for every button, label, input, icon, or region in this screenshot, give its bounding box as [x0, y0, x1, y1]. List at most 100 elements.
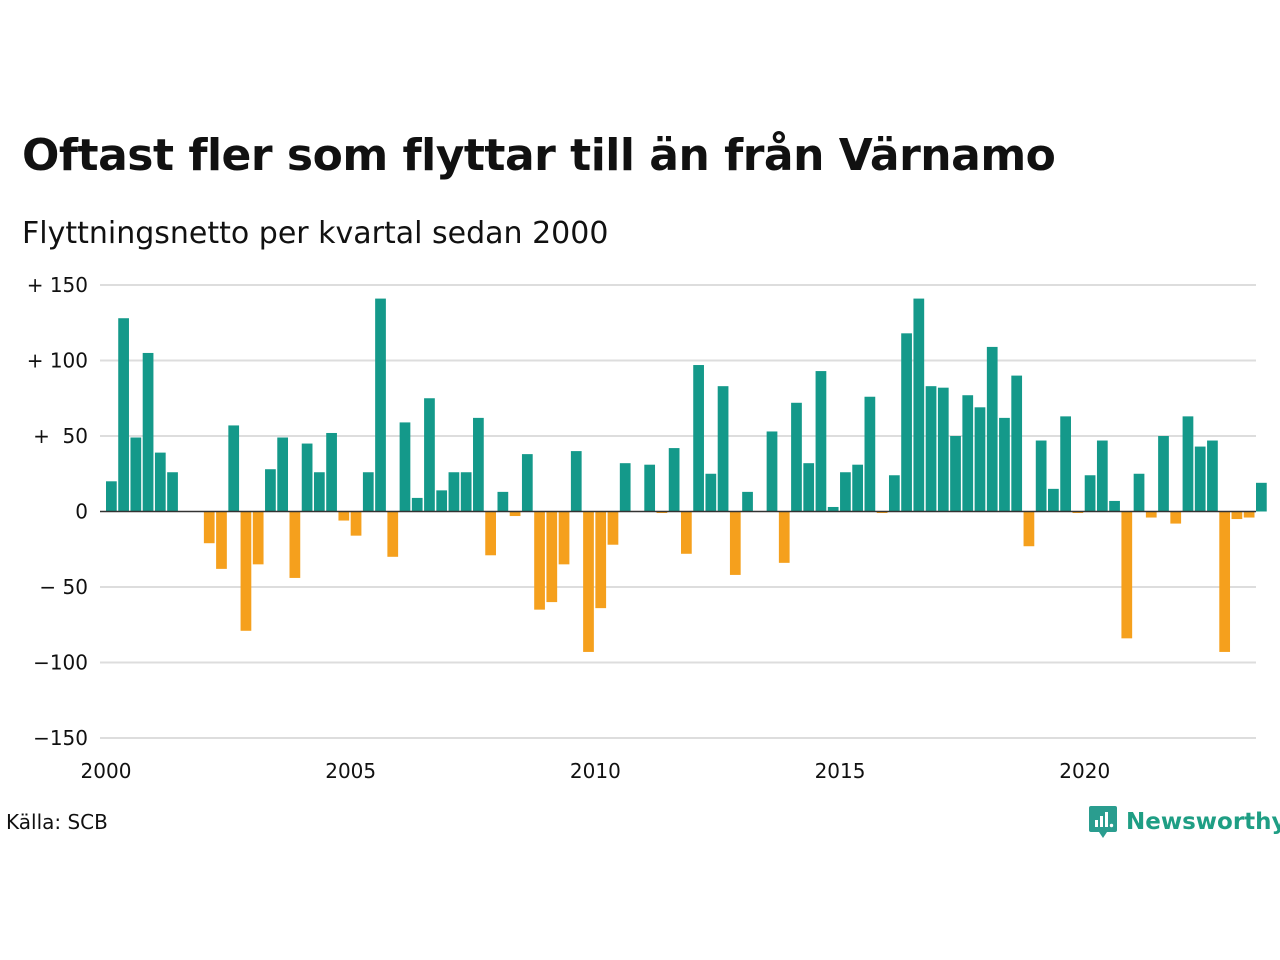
bar	[668, 448, 680, 512]
bar	[1194, 446, 1206, 512]
bar	[313, 472, 325, 512]
bar	[1207, 440, 1218, 512]
bar	[729, 511, 741, 575]
bar	[986, 346, 998, 512]
bar	[154, 452, 166, 512]
bar	[1023, 511, 1035, 547]
bar	[1011, 375, 1023, 512]
bar	[424, 398, 435, 512]
bar	[546, 511, 558, 603]
bar	[521, 454, 533, 512]
bar	[399, 422, 411, 512]
bar	[350, 511, 362, 536]
bar	[681, 511, 692, 554]
bar	[301, 443, 313, 512]
bar	[228, 425, 240, 512]
bar	[1219, 511, 1231, 652]
bar	[1243, 511, 1255, 518]
bar	[448, 472, 460, 512]
bar	[375, 298, 386, 512]
brand-name: Newsworthy	[1126, 809, 1280, 835]
bar	[558, 511, 570, 565]
bar-chart: + 150 + 100 + 50 0 − 50 −100 −150 2000 2005 2010…	[27, 273, 1267, 783]
bar	[387, 511, 399, 557]
y-tick-label: 0	[75, 500, 88, 524]
bar	[644, 464, 656, 512]
bar	[595, 511, 607, 609]
bar	[815, 371, 827, 512]
bar	[803, 463, 815, 512]
bar	[913, 298, 925, 512]
bar	[106, 481, 117, 512]
bar	[436, 490, 448, 512]
bar	[460, 472, 472, 512]
bar	[974, 407, 986, 512]
bar	[326, 432, 337, 512]
bar	[1170, 511, 1182, 524]
bar	[142, 352, 154, 512]
bar	[619, 463, 631, 512]
x-tick-label: 2010	[570, 759, 621, 783]
bar	[1084, 475, 1096, 512]
bar	[1072, 511, 1084, 514]
bar	[693, 365, 704, 512]
bar	[167, 472, 178, 512]
bar	[876, 511, 888, 514]
bar	[1035, 440, 1047, 512]
y-tick-label: + 100	[27, 349, 88, 373]
bar	[1182, 416, 1194, 512]
bars	[106, 298, 1267, 652]
newsworthy-logo-icon	[1089, 806, 1117, 838]
y-tick-label: − 50	[39, 575, 88, 599]
bar	[497, 491, 509, 512]
bar	[937, 387, 949, 512]
bar	[1109, 500, 1120, 512]
bar	[962, 395, 974, 512]
bar	[607, 511, 619, 545]
bar	[1256, 482, 1267, 512]
bar	[766, 431, 778, 512]
x-tick-label: 2020	[1059, 759, 1110, 783]
y-tick-label: + 150	[27, 273, 88, 297]
bar	[485, 511, 496, 556]
bar	[534, 511, 545, 610]
bar	[203, 511, 215, 544]
bar	[362, 472, 374, 512]
bar	[925, 386, 937, 512]
bar	[240, 511, 252, 631]
bar	[570, 451, 582, 512]
bar	[1048, 488, 1059, 512]
y-tick-label: + 50	[33, 424, 88, 448]
bar	[656, 511, 668, 514]
bar	[216, 511, 227, 569]
bar	[277, 437, 289, 512]
bar	[338, 511, 350, 521]
brand-logo[interactable]: Newsworthy	[1088, 804, 1280, 840]
bar	[888, 475, 900, 512]
source-note: Källa: SCB	[6, 810, 108, 834]
bar	[999, 417, 1010, 512]
bar	[705, 473, 717, 512]
y-tick-label: −150	[33, 726, 88, 750]
chart-title: Oftast fler som flyttar till än från Vär…	[22, 130, 1056, 181]
bar	[1133, 473, 1145, 512]
bar	[411, 497, 423, 512]
bar	[118, 318, 129, 512]
bar	[717, 386, 729, 512]
y-tick-label: −100	[33, 651, 88, 675]
bar	[130, 437, 142, 512]
x-axis-ticks: 2000 2005 2010 2015 2020	[81, 759, 1111, 783]
bar	[742, 491, 753, 512]
bar	[901, 333, 912, 512]
bar	[509, 511, 521, 517]
bar	[778, 511, 790, 563]
bar	[864, 396, 876, 512]
bar	[827, 506, 839, 512]
bar	[1158, 436, 1169, 512]
bar	[265, 469, 276, 512]
chart-subtitle: Flyttningsnetto per kvartal sedan 2000	[22, 216, 609, 251]
bar	[950, 436, 961, 512]
x-tick-label: 2015	[815, 759, 866, 783]
x-tick-label: 2005	[325, 759, 376, 783]
bar	[840, 472, 851, 512]
